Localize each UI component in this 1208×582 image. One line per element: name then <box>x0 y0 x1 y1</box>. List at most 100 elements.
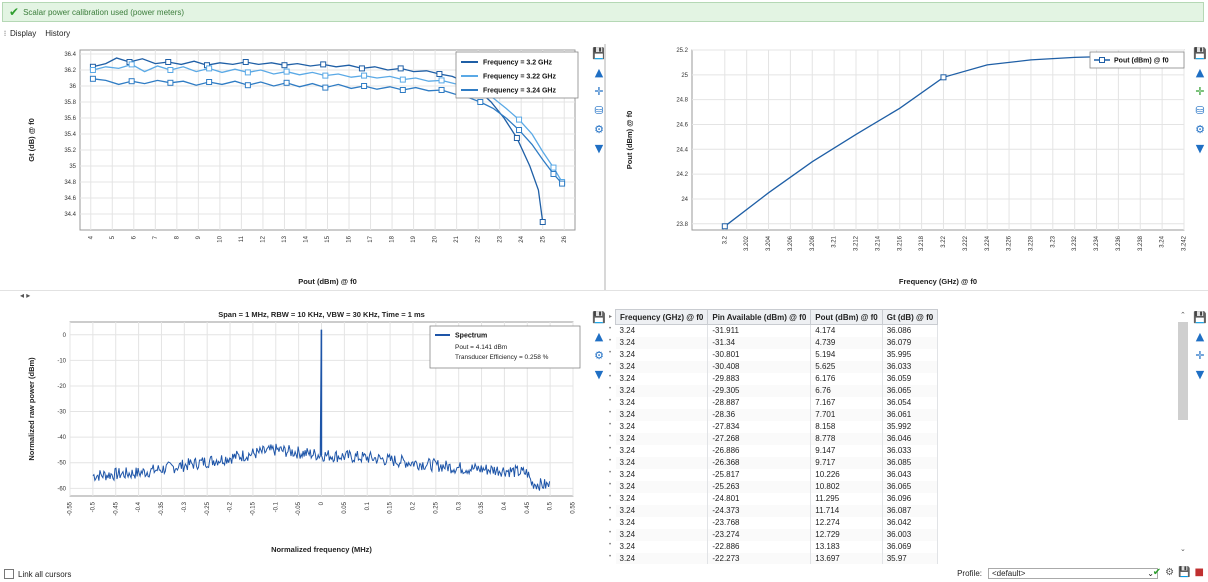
table-row[interactable]: 3.24 -23.768 12.274 36.042 <box>615 517 939 529</box>
save-icon[interactable]: 💾 <box>1193 46 1207 60</box>
table-cell: 5.194 <box>810 349 883 361</box>
table-row[interactable]: 3.24 -27.834 8.158 35.992 <box>615 421 939 433</box>
y-tick-label: -60 <box>57 486 66 492</box>
gain-vs-pout-chart[interactable]: 4 5 6 7 8 9 10 11 12 13 14 15 16 17 18 19 20 21 22 23 24 25 26… <box>20 44 590 290</box>
horizontal-splitter[interactable]: ◂ ▸ <box>0 290 1208 300</box>
series-marker-2 <box>550 164 557 171</box>
save-icon[interactable]: 💾 <box>1178 567 1191 578</box>
database-icon[interactable]: ⛁ <box>594 103 604 117</box>
mountain-icon[interactable]: ▲ <box>594 65 604 79</box>
link-all-cursors-checkbox[interactable] <box>4 569 14 579</box>
table-row[interactable]: 3.24 -29.883 6.176 36.059 <box>615 373 939 385</box>
gear-icon[interactable]: ⚙ <box>594 122 604 136</box>
table-cell: 36.054 <box>882 397 939 409</box>
table-cell: 36.065 <box>882 385 939 397</box>
vertical-splitter[interactable] <box>604 44 606 290</box>
table-cell: 3.24 <box>615 324 709 337</box>
table-row[interactable]: 3.24 -28.887 7.167 36.054 <box>615 397 939 409</box>
table-row[interactable]: 3.24 -22.886 13.183 36.069 <box>615 541 939 553</box>
x-tick-label: 3.212 <box>854 235 860 251</box>
table-column-header[interactable]: Pout (dBm) @ f0 <box>810 309 883 325</box>
x-tick-label: -0.2 <box>228 501 234 512</box>
x-tick-label: -0.15 <box>250 501 256 515</box>
profile-dropdown[interactable]: <default> ⌄ <box>988 568 1158 579</box>
table-row[interactable]: 3.24 -28.36 7.701 36.061 <box>615 409 939 421</box>
table-row[interactable]: 3.24 -24.801 11.295 36.096 <box>615 493 939 505</box>
cursor-cross-icon[interactable]: ✛ <box>594 84 604 98</box>
gear-icon[interactable]: ⚙ <box>1195 122 1205 136</box>
gear-icon[interactable]: ⚙ <box>1165 567 1175 578</box>
save-icon[interactable]: 💾 <box>1193 310 1207 324</box>
table-row[interactable]: 3.24 -30.408 5.625 36.033 <box>615 361 939 373</box>
table-row[interactable]: 3.24 -27.268 8.778 36.046 <box>615 433 939 445</box>
series-marker-1 <box>165 59 172 65</box>
table-column-header[interactable]: Frequency (GHz) @ f0 <box>615 309 709 325</box>
x-tick-label: 21 <box>454 235 460 242</box>
table-row[interactable]: 3.24 -23.274 12.729 36.003 <box>615 529 939 541</box>
table-cell: 36.096 <box>882 493 939 505</box>
table-cell: 35.995 <box>882 349 939 361</box>
table-column-header[interactable]: Pin Available (dBm) @ f0 <box>707 309 812 325</box>
table-cell: 4.174 <box>810 324 883 337</box>
table-cell: 3.24 <box>615 373 709 385</box>
splitter-handle-icon[interactable]: ⁝ <box>3 28 7 38</box>
chevron-down-icon: ⌄ <box>1147 569 1154 578</box>
mountain-icon[interactable]: ▲ <box>1195 65 1205 79</box>
save-icon[interactable]: 💾 <box>592 310 606 324</box>
series-marker-2 <box>361 72 368 79</box>
table-row[interactable]: 3.24 -31.34 4.739 36.079 <box>615 337 939 349</box>
menu-history[interactable]: History <box>45 28 71 38</box>
x-tick-label: 0.25 <box>433 501 439 513</box>
legend-entry: Pout (dBm) @ f0 <box>1114 58 1169 65</box>
menu-display[interactable]: Display <box>10 28 37 38</box>
database-icon[interactable]: ⛁ <box>1195 103 1205 117</box>
table-row[interactable]: 3.24 -25.263 10.802 36.065 <box>615 481 939 493</box>
save-icon[interactable]: 💾 <box>592 46 606 60</box>
table-row[interactable]: 3.24 -30.801 5.194 35.995 <box>615 349 939 361</box>
delete-icon[interactable]: ■ <box>1194 567 1204 578</box>
spectrum-chart[interactable]: -0.55 -0.5 -0.45 -0.4 -0.35 -0.3 -0.25 -0.2 -0.1… <box>20 306 590 562</box>
table-row[interactable]: 3.24 -31.911 4.174 36.086 <box>615 324 939 337</box>
table-cell: -30.801 <box>707 349 812 361</box>
table-row[interactable]: 3.24 -25.817 10.226 36.043 <box>615 469 939 481</box>
filter-icon[interactable]: ▼ <box>594 367 604 381</box>
splitter-arrows-icon[interactable]: ◂ ▸ <box>20 291 31 300</box>
table-row[interactable]: 3.24 -22.273 13.697 35.97 <box>615 553 939 564</box>
cursor-cross-icon[interactable]: ✛ <box>1195 348 1205 362</box>
results-table[interactable]: Frequency (GHz) @ f0 Pin Available (dBm) … <box>615 309 939 564</box>
series-marker-3 <box>283 79 290 86</box>
series-marker-3 <box>322 84 329 91</box>
y-tick-label: 0 <box>63 333 67 339</box>
table-cell: -23.768 <box>707 517 812 529</box>
table-cell: 4.739 <box>810 337 883 349</box>
filter-icon[interactable]: ▼ <box>594 141 604 155</box>
series-marker-2 <box>399 76 406 83</box>
filter-icon[interactable]: ▼ <box>1195 367 1205 381</box>
chart1-toolbar: 💾 ▲ ✛ ⛁ ⚙ ▼ <box>591 46 607 160</box>
filter-icon[interactable]: ▼ <box>1195 141 1205 155</box>
table-cell: -31.911 <box>707 324 812 337</box>
y-tick-label: 25 <box>681 73 688 79</box>
x-tick-label: 23 <box>497 235 503 242</box>
confirm-check-icon[interactable]: ✔ <box>1152 567 1162 578</box>
footer-bar: Link all cursors Profile: <default> ⌄ ✔ … <box>0 566 1208 582</box>
table-row[interactable]: 3.24 -24.373 11.714 36.087 <box>615 505 939 517</box>
table-column-header[interactable]: Gt (dB) @ f0 <box>881 309 939 325</box>
mountain-icon[interactable]: ▲ <box>1195 329 1205 343</box>
scroll-up-icon[interactable]: ⌃ <box>1180 312 1186 319</box>
table-cell: 13.697 <box>810 553 883 564</box>
scroll-down-icon[interactable]: ⌄ <box>1180 546 1186 553</box>
table-row[interactable]: 3.24 -29.305 6.76 36.065 <box>615 385 939 397</box>
x-tick-label: -0.5 <box>90 501 96 512</box>
table-cell: 10.226 <box>810 469 883 481</box>
x-tick-label: 0.15 <box>388 501 394 513</box>
table-scrollbar-thumb[interactable] <box>1178 322 1188 420</box>
x-tick-label: 3.234 <box>1094 235 1100 251</box>
mountain-icon[interactable]: ▲ <box>594 329 604 343</box>
gear-icon[interactable]: ⚙ <box>594 348 604 362</box>
pout-vs-frequency-chart[interactable]: 3.2 3.202 3.204 3.206 3.208 3.21 3.212 3.214 3.2… <box>612 44 1192 290</box>
plot-area <box>691 49 1185 231</box>
cursor-cross-icon[interactable]: ✛ <box>1195 84 1205 98</box>
table-row[interactable]: 3.24 -26.368 9.717 36.085 <box>615 457 939 469</box>
table-row[interactable]: 3.24 -26.886 9.147 36.033 <box>615 445 939 457</box>
